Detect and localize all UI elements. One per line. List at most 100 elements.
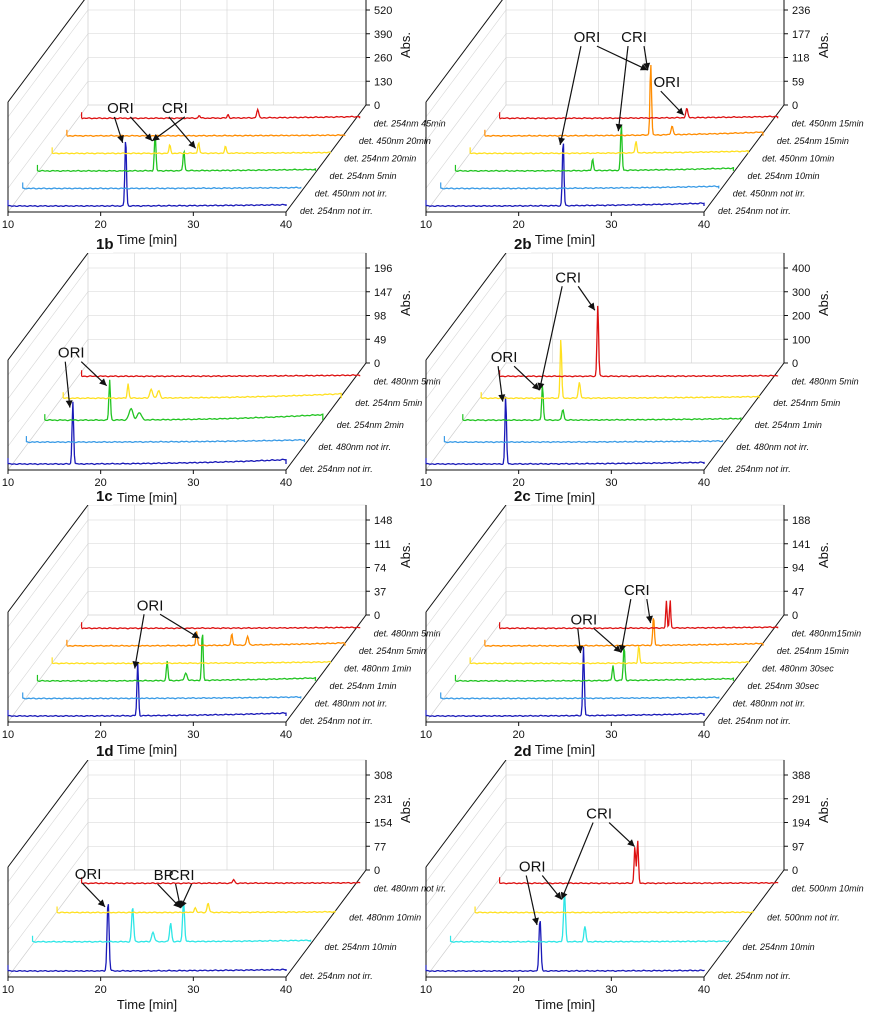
side-wall [425,504,507,723]
trace-1b-1: det. 480nm not irr. [25,436,391,452]
trace-line [450,895,730,943]
y-tick-label: 0 [374,100,380,112]
trace-label: det. 254nm not irr. [300,971,373,981]
y-axis-label: Abs. [398,797,413,823]
annotation-arrowhead [144,133,153,141]
annotation-arrowhead [99,378,107,386]
floor [7,362,367,471]
grid-line [425,567,507,675]
grid-line [425,57,507,165]
annotation-arrowhead [188,140,196,149]
y-axis-label: Abs. [398,542,413,568]
depth-axis [703,869,785,978]
y-tick-label: 94 [792,563,804,575]
annotation-arrowhead [173,900,181,909]
y-tick-label: 118 [792,53,810,65]
x-tick-label: 10 [420,219,432,231]
trace-1b-4: det. 480nm 5min [80,370,441,386]
trace-line [81,878,361,885]
trace-label: det. 254nm 1min [329,681,396,691]
side-wall [425,0,507,213]
trace-label: det. 450nm not irr. [733,188,806,198]
trace-line [470,141,749,155]
trace-label: det. 450nm not irr. [315,188,388,198]
x-axis-label: Time [min] [535,997,595,1012]
top-edge [7,0,85,103]
trace-line [440,696,720,700]
trace-line [52,660,331,665]
grid-line [7,81,89,189]
y-tick-label: 77 [374,841,386,853]
grid-line [7,822,89,930]
trace-line [7,904,287,973]
depth-axis [703,614,785,723]
trace-label: det. 480nm 1min [344,663,411,673]
x-tick-label: 20 [513,729,525,741]
x-axis-label: Time [min] [117,232,177,247]
y-tick-label: 0 [792,358,798,370]
trace-label: det. 500nm 10min [792,883,864,893]
trace-1c-4: det. 254nm 5min [66,631,426,656]
x-tick-label: 30 [605,729,617,741]
x-tick-label: 10 [420,477,432,489]
annotation-arrow [525,875,538,926]
trace-line [484,618,764,647]
y-tick-label: 154 [374,818,392,830]
trace-line [37,634,317,683]
trace-label: det. 254nm not irr. [718,971,791,981]
x-tick-label: 10 [2,984,14,996]
y-tick-label: 196 [374,263,392,275]
annotation-arrowhead [132,660,140,669]
annotation-arrowhead [97,899,106,907]
x-axis-label: Time [min] [117,997,177,1012]
trace-1b-2: det. 254nm 2min [44,379,404,430]
panel-title: 2c [514,488,531,505]
trace-line [66,134,346,137]
grid-line [425,9,507,118]
panel-title: 1b [96,236,114,253]
trace-line [7,141,287,208]
title-box [87,235,114,253]
x-tick-label: 10 [420,984,432,996]
panel-title: 2b [514,236,532,253]
trace-line [22,695,302,700]
grid-line [425,519,507,628]
annotation-arrow [617,46,629,132]
depth-axis [285,104,367,213]
trace-line [455,125,735,173]
trace-line [81,107,361,120]
grid-line [425,33,507,141]
grid-line [7,591,89,699]
y-tick-label: 148 [374,515,392,527]
floor [425,614,785,723]
grid-line [7,315,89,423]
trace-2d-2: det. 500nm not irr. [474,906,840,923]
floor [7,869,367,978]
trace-line [22,186,302,190]
x-tick-label: 20 [513,219,525,231]
trace-line [37,137,317,173]
title-box [87,742,114,760]
trace-line [26,438,306,444]
top-edge [7,252,89,361]
annotation-arrowhead [537,382,545,391]
grid-line [7,9,89,118]
y-tick-label: 194 [792,818,810,830]
x-tick-label: 30 [605,477,617,489]
title-box [505,235,532,253]
x-tick-label: 20 [513,984,525,996]
y-tick-label: 0 [374,358,380,370]
y-tick-label: 147 [374,287,392,299]
annotation-label: ORI [570,611,597,628]
trace-line [66,631,346,647]
panel-1d: 10 20 30 40 Time [min] 0 77 154 231 308 Abs. 1d det.… [2,742,446,1012]
panel-title: 1c [96,488,113,505]
trace-line [425,396,705,466]
y-tick-label: 74 [374,563,386,575]
panel-1b: 10 20 30 40 Time [min] 0 49 98 147 196 Abs. 1b det. … [2,235,441,505]
annotation-arrowhead [676,107,684,116]
x-tick-label: 40 [698,729,710,741]
annotation-label: CRI [169,867,195,884]
trace-line [470,645,749,665]
